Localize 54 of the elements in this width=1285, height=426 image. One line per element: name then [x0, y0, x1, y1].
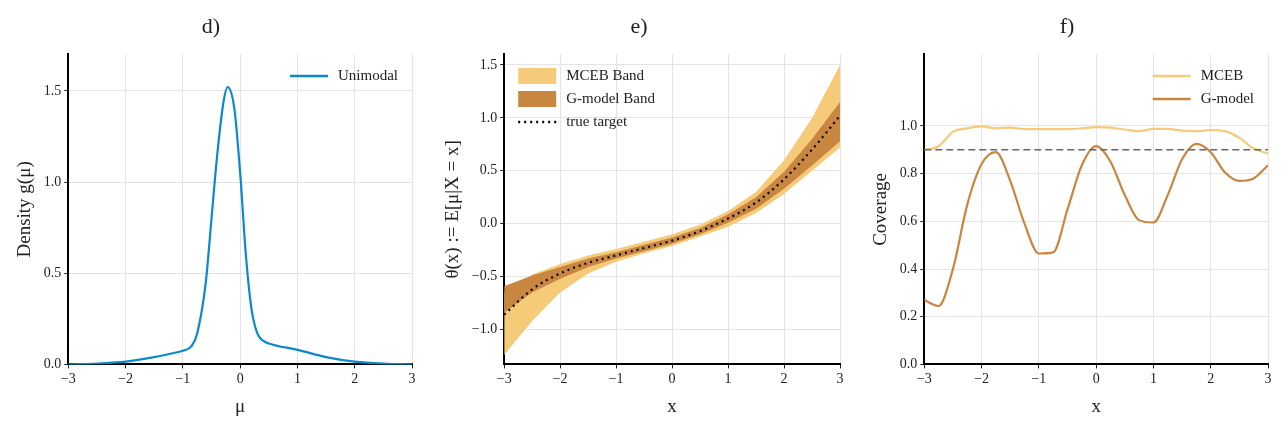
x-tick-label: −2 — [552, 371, 568, 387]
x-tick-label: 2 — [1207, 371, 1215, 387]
x-tick-label: 0 — [668, 371, 676, 387]
x-tick-label: 0 — [1092, 371, 1100, 387]
y-tick-label: 0.5 — [43, 264, 62, 280]
y-axis-title: Coverage — [869, 172, 891, 246]
x-axis-title: x — [667, 394, 678, 416]
x-tick-label: −1 — [1031, 371, 1047, 387]
x-tick-label: 3 — [1264, 371, 1272, 387]
y-tick-label: 0.4 — [899, 260, 918, 276]
chart-title: d) — [201, 12, 221, 38]
y-tick-label: −1.0 — [471, 321, 498, 337]
x-tick-label: −1 — [608, 371, 624, 387]
x-axis-title: μ — [235, 394, 246, 416]
legend-label: MCEB Band — [566, 66, 645, 83]
legend-label: Unimodal — [338, 66, 399, 83]
x-tick-label: 1 — [1149, 371, 1157, 387]
chart-title: f) — [1059, 12, 1075, 38]
chart-title: e) — [630, 12, 648, 38]
x-tick-label: −3 — [60, 371, 76, 387]
y-tick-label: 1.0 — [899, 117, 918, 133]
y-tick-label: 0.0 — [479, 215, 498, 231]
x-tick-label: −2 — [118, 371, 134, 387]
y-tick-label: 0.8 — [899, 165, 918, 181]
x-tick-label: 2 — [351, 371, 359, 387]
line-series — [924, 142, 1268, 308]
y-tick-label: 1.0 — [43, 173, 62, 189]
x-tick-label: 1 — [724, 371, 732, 387]
y-tick-label: 1.0 — [479, 109, 498, 125]
x-tick-label: 3 — [836, 371, 844, 387]
x-tick-label: −3 — [496, 371, 512, 387]
x-tick-label: −3 — [916, 371, 932, 387]
legend-label: true target — [566, 112, 628, 129]
y-axis-title: θ(x) := E[μ|X = x] — [441, 140, 464, 279]
x-tick-label: 0 — [236, 371, 244, 387]
y-tick-label: 0.6 — [899, 212, 918, 228]
legend-label: G-model Band — [566, 89, 656, 106]
y-tick-label: 0.2 — [899, 308, 918, 324]
y-tick-label: 1.5 — [479, 56, 498, 72]
y-tick-label: 0.0 — [899, 356, 918, 372]
line-series — [924, 125, 1268, 155]
y-tick-label: 1.5 — [43, 82, 62, 98]
x-axis-title: x — [1091, 394, 1102, 416]
x-tick-label: −1 — [175, 371, 191, 387]
x-tick-label: 3 — [408, 371, 416, 387]
y-tick-label: 0.0 — [43, 356, 62, 372]
y-axis-title: Density g(μ) — [13, 161, 36, 258]
legend-label: G-model — [1200, 89, 1255, 106]
y-tick-label: 0.5 — [479, 162, 498, 178]
x-tick-label: 2 — [780, 371, 788, 387]
x-tick-label: −2 — [974, 371, 990, 387]
x-tick-label: 1 — [293, 371, 301, 387]
y-tick-label: −0.5 — [471, 268, 498, 284]
legend-label: MCEB — [1200, 66, 1244, 83]
